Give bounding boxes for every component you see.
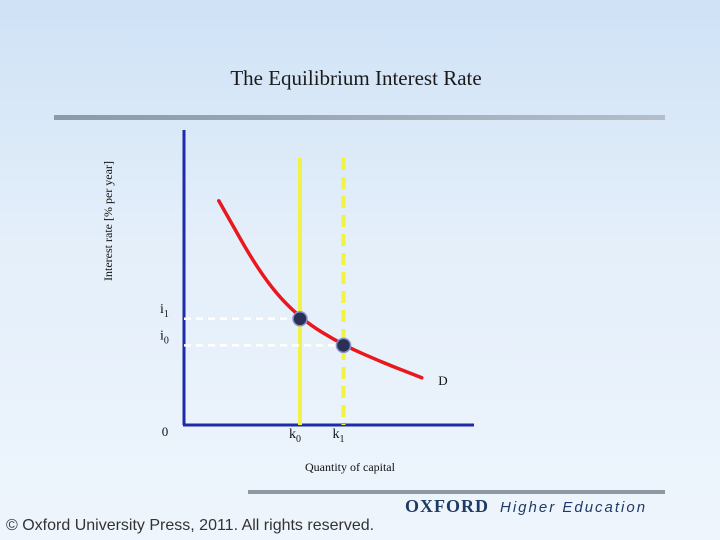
- chart-marks: i1 k0 i0 k1: [160, 158, 424, 445]
- y-axis-label-group: Interest rate [% per year]: [101, 161, 115, 281]
- curve-label-d: D: [438, 373, 447, 388]
- footer-divider: [248, 490, 665, 494]
- oxford-logo: OXFORD: [405, 496, 489, 516]
- y-axis-label: Interest rate [% per year]: [101, 161, 115, 281]
- slide-title: The Equilibrium Interest Rate: [230, 66, 482, 90]
- y-tick-label-0: i1: [160, 302, 169, 320]
- x-tick-label-1: k1: [333, 427, 345, 445]
- origin-label: 0: [162, 424, 169, 439]
- equilibrium-point-1: [335, 337, 352, 354]
- copyright-notice: © Oxford University Press, 2011. All rig…: [6, 517, 375, 534]
- x-tick-label-0: k0: [289, 427, 301, 445]
- title-divider: [54, 115, 665, 120]
- x-axis-label: Quantity of capital: [305, 460, 396, 474]
- brand-tagline: Higher Education: [500, 499, 648, 516]
- demand-curve: [217, 199, 424, 380]
- equilibrium-point-0: [292, 311, 308, 327]
- y-tick-label-1: i0: [160, 328, 169, 346]
